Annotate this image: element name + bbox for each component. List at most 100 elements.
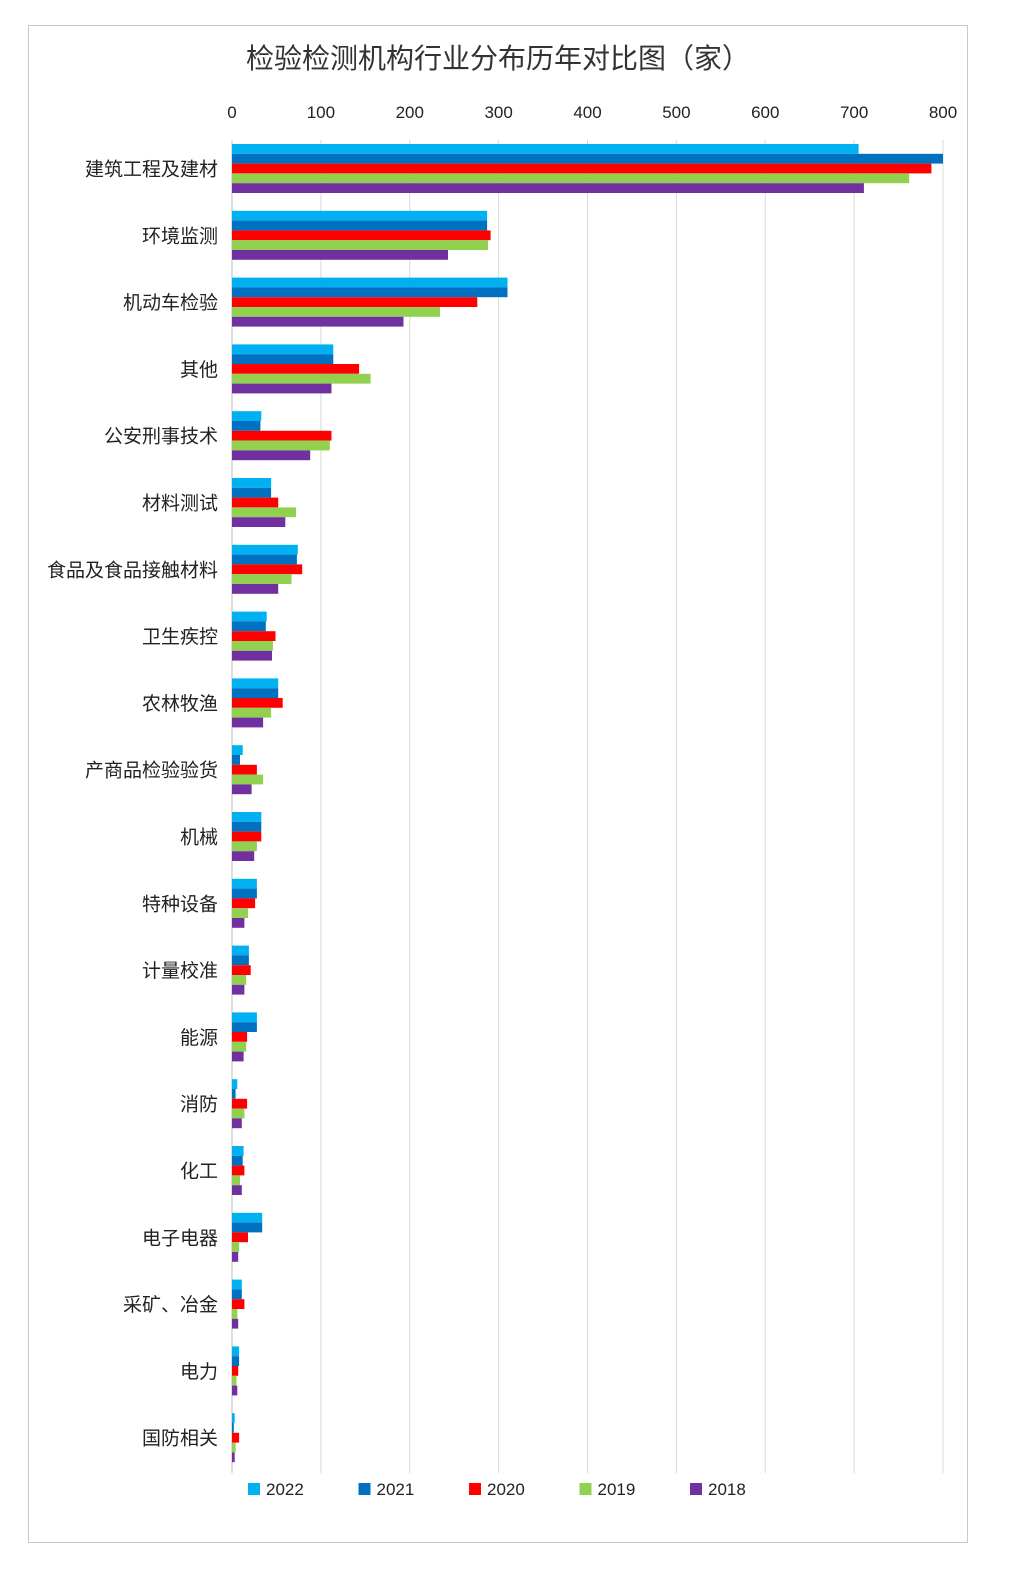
- category-label: 建筑工程及建材: [85, 159, 218, 181]
- bar-2020-3: [232, 364, 360, 374]
- bar-2020-9: [232, 764, 257, 775]
- bar-2021-19: [232, 1423, 234, 1433]
- bar-2019-4: [232, 440, 330, 451]
- x-axis-ticks: 0 100 200 300 400 500 600 700 800: [227, 103, 957, 122]
- bar-2019-13: [232, 1041, 247, 1052]
- x-tick-label: 700: [840, 103, 868, 122]
- category-label: 公安刑事技术: [104, 426, 218, 448]
- bar-2022-19: [232, 1413, 235, 1423]
- bar-2022-16: [232, 1212, 263, 1223]
- bar-2018-14: [232, 1118, 242, 1129]
- bar-2020-15: [232, 1165, 245, 1176]
- bar-2018-18: [232, 1385, 238, 1396]
- category-label: 机械: [180, 827, 218, 849]
- bar-2019-12: [232, 975, 247, 985]
- x-tick-label: 0: [227, 103, 236, 122]
- bar-2020-6: [232, 564, 303, 575]
- legend-swatch-2022: [248, 1483, 260, 1495]
- bar-2018-9: [232, 784, 252, 795]
- legend: 2022 2021 2020 2019 2018: [248, 1480, 746, 1499]
- bar-2020-16: [232, 1232, 248, 1243]
- bar-2019-16: [232, 1242, 240, 1252]
- bar-2020-0: [232, 163, 932, 174]
- bar-2022-2: [232, 277, 508, 288]
- bar-2021-0: [232, 153, 943, 164]
- category-label: 机动车检验: [123, 292, 218, 314]
- bar-2020-13: [232, 1032, 248, 1042]
- x-tick-label: 500: [662, 103, 690, 122]
- category-label: 采矿、冶金: [123, 1294, 218, 1316]
- category-labels: 建筑工程及建材环境监测机动车检验其他公安刑事技术材料测试食品及食品接触材料卫生疾…: [47, 159, 218, 1450]
- bar-2022-12: [232, 945, 249, 956]
- bar-2021-18: [232, 1356, 240, 1366]
- legend-label-2022: 2022: [266, 1480, 304, 1499]
- bars: [232, 144, 943, 1463]
- legend-label-2020: 2020: [487, 1480, 525, 1499]
- bar-2018-12: [232, 984, 245, 995]
- x-tick-label: 100: [307, 103, 335, 122]
- bar-2022-4: [232, 411, 262, 421]
- bar-2021-10: [232, 821, 262, 832]
- legend-swatch-2021: [358, 1483, 371, 1495]
- bar-2022-18: [232, 1346, 240, 1357]
- bar-2020-7: [232, 631, 276, 641]
- bar-2022-11: [232, 878, 257, 889]
- legend-swatch-2020: [469, 1483, 481, 1495]
- bar-2018-19: [232, 1452, 235, 1463]
- bar-2022-3: [232, 344, 334, 355]
- bar-2018-7: [232, 650, 272, 661]
- chart-frame: [28, 25, 968, 1543]
- bar-2019-8: [232, 707, 272, 718]
- bar-2021-17: [232, 1289, 242, 1300]
- bar-2018-13: [232, 1051, 244, 1062]
- category-label: 电力: [180, 1361, 218, 1383]
- category-label: 国防相关: [142, 1428, 218, 1450]
- bar-2021-5: [232, 487, 272, 498]
- bar-2019-11: [232, 908, 248, 918]
- bar-2019-2: [232, 307, 440, 317]
- bar-2019-19: [232, 1442, 236, 1453]
- bar-2019-5: [232, 507, 296, 518]
- bar-2021-16: [232, 1222, 263, 1233]
- bar-2020-19: [232, 1432, 240, 1443]
- bar-2018-11: [232, 918, 245, 928]
- x-tick-label: 300: [484, 103, 512, 122]
- chart-title: 检验检测机构行业分布历年对比图（家）: [246, 42, 750, 75]
- bar-2020-18: [232, 1366, 239, 1376]
- bar-2019-14: [232, 1108, 245, 1119]
- bar-2018-2: [232, 316, 404, 327]
- bar-2021-4: [232, 421, 261, 431]
- x-tick-label: 800: [929, 103, 957, 122]
- bar-2019-18: [232, 1375, 237, 1386]
- category-label: 环境监测: [142, 225, 218, 247]
- bar-2022-6: [232, 544, 298, 555]
- bar-2022-9: [232, 745, 243, 755]
- category-label: 产商品检验验货: [85, 760, 218, 782]
- bar-2019-17: [232, 1309, 238, 1319]
- category-label: 消防: [180, 1094, 218, 1116]
- bar-2018-3: [232, 383, 332, 394]
- bar-2022-7: [232, 611, 267, 622]
- bar-2021-15: [232, 1155, 243, 1166]
- bar-2019-15: [232, 1175, 240, 1186]
- bar-2021-8: [232, 688, 279, 698]
- bar-2020-1: [232, 230, 491, 241]
- bar-2022-5: [232, 478, 272, 488]
- bar-2022-10: [232, 812, 262, 822]
- bar-2018-5: [232, 517, 286, 527]
- bar-2022-13: [232, 1012, 257, 1023]
- bar-2018-0: [232, 183, 864, 193]
- bar-2019-6: [232, 574, 292, 584]
- bar-2021-6: [232, 554, 297, 565]
- bar-2019-10: [232, 841, 257, 852]
- bar-2018-10: [232, 851, 255, 861]
- bar-2021-14: [232, 1089, 236, 1099]
- bar-2018-6: [232, 584, 279, 594]
- bar-2022-14: [232, 1079, 238, 1089]
- bar-2021-13: [232, 1022, 257, 1032]
- bar-2019-7: [232, 641, 273, 651]
- bar-2020-10: [232, 831, 262, 842]
- bar-2020-12: [232, 965, 251, 975]
- bar-2018-8: [232, 717, 264, 728]
- category-label: 食品及食品接触材料: [47, 559, 218, 581]
